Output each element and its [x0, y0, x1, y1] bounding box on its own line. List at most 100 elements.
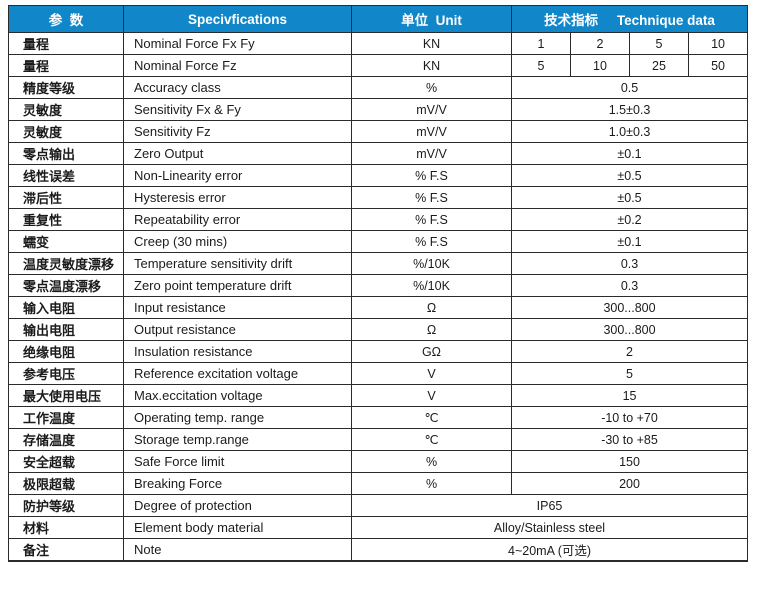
param-cell: 输出电阻 [8, 318, 124, 341]
value-cell: ±0.5 [510, 186, 749, 209]
param-cell: 蠕变 [8, 230, 124, 253]
spec-cell: Non-Linearity error [123, 164, 352, 187]
value-cell: 50 [687, 54, 749, 77]
unit-cell: V [351, 362, 512, 385]
param-cell: 备注 [8, 538, 124, 561]
spec-table: 参 数 Specivfications 单位 Unit 技术指标 Techniq… [8, 5, 749, 562]
spec-cell: Nominal Force Fx Fy [123, 32, 352, 55]
table-row: 输入电阻 Input resistance Ω 300...800 [8, 296, 749, 319]
table-row: 温度灵敏度漂移 Temperature sensitivity drift %/10… [8, 252, 749, 275]
table-row: 重复性 Repeatability error% F.S ±0.2 [8, 208, 749, 231]
param-cell: 零点输出 [8, 142, 124, 165]
spec-cell: Sensitivity Fx & Fy [123, 98, 352, 121]
value-cell: 1.5±0.3 [510, 98, 749, 121]
unit-cell: % F.S [351, 230, 512, 253]
unit-cell: % [351, 76, 512, 99]
spec-cell: Operating temp. range [123, 406, 352, 429]
value-cell: 5 [629, 32, 689, 55]
spec-cell: Temperature sensitivity drift [123, 252, 352, 275]
spec-cell: Input resistance [123, 296, 352, 319]
param-cell: 重复性 [8, 208, 124, 231]
value-cell: 10 [687, 32, 749, 55]
param-cell: 输入电阻 [8, 296, 124, 319]
unit-cell: % [351, 472, 512, 495]
spec-cell: Zero Output [123, 142, 352, 165]
param-cell: 参考电压 [8, 362, 124, 385]
value-cell: ±0.5 [510, 164, 749, 187]
table-row: 量程 Nominal Force Fx Fy KN 1 2 5 10 [8, 32, 749, 55]
table-row: 防护等级 Degree of protection IP65 [8, 494, 749, 517]
table-row: 灵敏度 Sensitivity Fz mV/V 1.0±0.3 [8, 120, 749, 143]
spec-cell: Element body material [123, 516, 352, 539]
header-parameter: 参 数 [8, 5, 124, 33]
value-cell: -10 to +70 [510, 406, 749, 429]
value-cell: ±0.1 [510, 230, 749, 253]
spec-cell: Sensitivity Fz [123, 120, 352, 143]
param-cell: 灵敏度 [8, 98, 124, 121]
spec-cell: Creep (30 mins) [123, 230, 352, 253]
table-row: 备注 Note 4~20mA (可选) [8, 538, 749, 561]
value-cell: 5 [511, 54, 571, 77]
value-cell: -30 to +85 [510, 428, 749, 451]
unit-cell: GΩ [351, 340, 512, 363]
unit-cell: % F.S [351, 208, 512, 231]
table-row: 蠕变 Creep (30 mins)% F.S ±0.1 [8, 230, 749, 253]
table-row: 极限超载 Breaking Force% 200 [8, 472, 749, 495]
value-cell: ±0.2 [510, 208, 749, 231]
table-row: 绝缘电阻 Insulation resistance GΩ 2 [8, 340, 749, 363]
spec-cell: Breaking Force [123, 472, 352, 495]
param-cell: 精度等级 [8, 76, 124, 99]
unit-cell: %/10K [351, 252, 512, 275]
table-row: 最大使用电压 Max.eccitation voltage V 15 [8, 384, 749, 407]
table-row: 参考电压 Reference excitation voltage V 5 [8, 362, 749, 385]
value-cell: 10 [570, 54, 630, 77]
value-cell: 25 [629, 54, 689, 77]
value-cell: 4~20mA (可选) [350, 538, 749, 561]
spec-sheet: 参 数 Specivfications 单位 Unit 技术指标 Techniq… [8, 5, 749, 562]
value-cell: 200 [510, 472, 749, 495]
table-row: 滞后性 Hysteresis error% F.S ±0.5 [8, 186, 749, 209]
header-specifications: Specivfications [123, 5, 352, 33]
value-cell: 5 [510, 362, 749, 385]
spec-cell: Insulation resistance [123, 340, 352, 363]
table-row: 工作温度 Operating temp. range ℃ -10 to +70 [8, 406, 749, 429]
unit-cell: Ω [351, 296, 512, 319]
param-cell: 灵敏度 [8, 120, 124, 143]
unit-cell: mV/V [351, 120, 512, 143]
spec-cell: Nominal Force Fz [123, 54, 352, 77]
spec-cell: Max.eccitation voltage [123, 384, 352, 407]
header-row: 参 数 Specivfications 单位 Unit 技术指标 Techniq… [8, 5, 749, 33]
spec-cell: Hysteresis error [123, 186, 352, 209]
value-cell: IP65 [350, 494, 749, 517]
param-cell: 材料 [8, 516, 124, 539]
param-cell: 安全超载 [8, 450, 124, 473]
table-row: 材料 Element body material Alloy/Stainless s… [8, 516, 749, 539]
unit-cell: mV/V [351, 142, 512, 165]
param-cell: 工作温度 [8, 406, 124, 429]
param-cell: 零点温度漂移 [8, 274, 124, 297]
unit-cell: % F.S [351, 164, 512, 187]
spec-cell: Output resistance [123, 318, 352, 341]
unit-cell: V [351, 384, 512, 407]
value-cell: 2 [570, 32, 630, 55]
param-cell: 防护等级 [8, 494, 124, 517]
table-row: 线性误差 Non-Linearity error% F.S ±0.5 [8, 164, 749, 187]
spec-cell: Storage temp.range [123, 428, 352, 451]
spec-cell: Reference excitation voltage [123, 362, 352, 385]
param-cell: 量程 [8, 32, 124, 55]
unit-cell: ℃ [351, 428, 512, 451]
spec-cell: Repeatability error [123, 208, 352, 231]
spec-cell: Safe Force limit [123, 450, 352, 473]
unit-cell: %/10K [351, 274, 512, 297]
param-cell: 绝缘电阻 [8, 340, 124, 363]
value-cell: 0.3 [510, 252, 749, 275]
spec-cell: Accuracy class [123, 76, 352, 99]
value-cell: 0.3 [510, 274, 749, 297]
table-row: 零点输出 Zero Output mV/V ±0.1 [8, 142, 749, 165]
value-cell: 2 [510, 340, 749, 363]
spec-cell: Zero point temperature drift [123, 274, 352, 297]
param-cell: 最大使用电压 [8, 384, 124, 407]
unit-cell: % F.S [351, 186, 512, 209]
param-cell: 存储温度 [8, 428, 124, 451]
table-row: 存储温度 Storage temp.range ℃ -30 to +85 [8, 428, 749, 451]
